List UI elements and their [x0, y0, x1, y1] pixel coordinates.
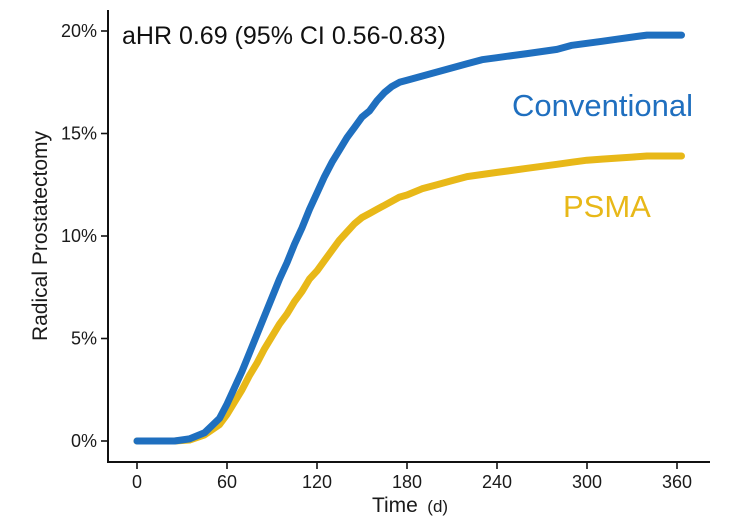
hazard-ratio-annotation: aHR 0.69 (95% CI 0.56-0.83) — [122, 22, 446, 50]
series-line-psma — [133, 152, 685, 445]
series-layer — [133, 31, 685, 445]
x-tick-label: 180 — [392, 472, 422, 492]
y-tick-label: 0% — [71, 431, 97, 451]
x-tick-label: 60 — [217, 472, 237, 492]
x-axis-title: Time — [372, 494, 418, 517]
x-tick-label: 240 — [482, 472, 512, 492]
y-axis-title: Radical Prostatectomy — [29, 130, 52, 341]
x-tick-label: 0 — [132, 472, 142, 492]
x-axis-title-group: Time (d) — [372, 494, 448, 517]
x-tick-label: 360 — [662, 472, 692, 492]
y-axis-ticks: 0% 5% 10% 15% 20% — [61, 21, 108, 451]
x-tick-label: 300 — [572, 472, 602, 492]
series-label-psma: PSMA — [563, 189, 651, 224]
series-line-conventional — [133, 31, 685, 445]
y-tick-label: 20% — [61, 21, 97, 41]
y-tick-label: 5% — [71, 329, 97, 349]
series-label-conventional: Conventional — [512, 88, 693, 123]
x-axis-unit: (d) — [427, 497, 448, 516]
y-tick-label: 15% — [61, 124, 97, 144]
y-tick-label: 10% — [61, 226, 97, 246]
x-tick-label: 120 — [302, 472, 332, 492]
x-axis-ticks: 0 60 120 180 240 300 360 — [132, 462, 692, 492]
